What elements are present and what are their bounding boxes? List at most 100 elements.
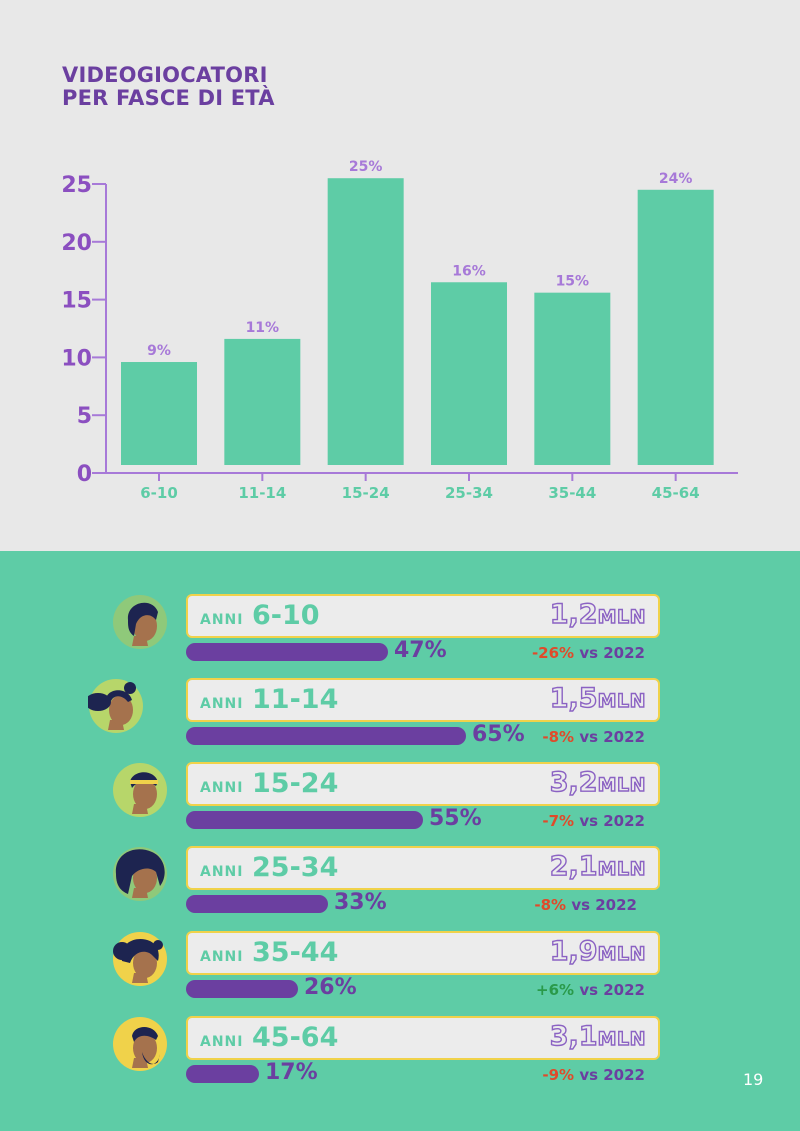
change-reference: vs 2022 <box>579 812 645 830</box>
age-range: 25-34 <box>252 852 339 883</box>
bar-data-label: 11% <box>246 320 280 336</box>
bar-data-label: 15% <box>556 274 590 290</box>
age-card: ANNI 6-10 1,2MLN <box>186 594 660 638</box>
change-value: -9% <box>542 1066 575 1084</box>
age-card: ANNI 45-64 3,1MLN <box>186 1016 660 1060</box>
age-row: ANNI 35-44 1,9MLN 26% +6% vs 2022 <box>0 931 800 1015</box>
y-tick-label: 20 <box>61 231 92 256</box>
percentage-label: 65% <box>472 722 525 747</box>
bar <box>327 178 404 465</box>
person-curly-hair-icon <box>112 846 168 902</box>
age-range: 11-14 <box>252 684 339 715</box>
players-count-unit: MLN <box>597 605 646 628</box>
person-short-hair-icon <box>112 594 168 650</box>
page-title: VIDEOGIOCATORI PER FASCE DI ETÀ <box>62 64 275 110</box>
percentage-bar <box>186 811 423 829</box>
players-count: 3,1MLN <box>549 1020 646 1052</box>
players-count-number: 1,5 <box>549 682 598 714</box>
x-tick-label: 25-34 <box>445 484 493 502</box>
age-card: ANNI 11-14 1,5MLN <box>186 678 660 722</box>
players-count: 1,9MLN <box>549 935 646 967</box>
percentage-bar <box>186 727 466 745</box>
x-tick-label: 45-64 <box>652 484 700 502</box>
percentage-label: 26% <box>304 975 357 1000</box>
bar <box>431 282 507 465</box>
players-count: 2,1MLN <box>549 850 646 882</box>
change-reference: vs 2022 <box>579 981 645 999</box>
age-range: 35-44 <box>252 937 339 968</box>
change-value: +6% <box>536 981 575 999</box>
players-count-number: 2,1 <box>549 850 598 882</box>
person-bun-icon <box>112 931 168 987</box>
y-tick-label: 10 <box>61 346 92 371</box>
change-reference: vs 2022 <box>579 644 645 662</box>
age-row: ANNI 11-14 1,5MLN 65% -8% vs 2022 <box>0 678 800 762</box>
players-count-number: 3,2 <box>549 766 598 798</box>
bar-data-label: 25% <box>349 159 383 175</box>
players-count-unit: MLN <box>597 773 646 796</box>
change-value: -8% <box>534 896 567 914</box>
age-card: ANNI 25-34 2,1MLN <box>186 846 660 890</box>
x-tick-label: 35-44 <box>548 484 596 502</box>
players-count: 3,2MLN <box>549 766 646 798</box>
change-value: -8% <box>542 728 575 746</box>
anni-label: ANNI <box>200 780 244 796</box>
players-count-unit: MLN <box>597 689 646 712</box>
players-count-number: 3,1 <box>549 1020 598 1052</box>
players-count-unit: MLN <box>597 857 646 880</box>
change-vs-2022: -8% vs 2022 <box>542 728 645 746</box>
percentage-label: 17% <box>265 1060 318 1085</box>
percentage-label: 55% <box>429 806 482 831</box>
change-vs-2022: -9% vs 2022 <box>542 1066 645 1084</box>
y-tick-label: 25 <box>61 173 92 198</box>
age-row: ANNI 45-64 3,1MLN 17% -9% vs 2022 <box>0 1016 800 1100</box>
age-card: ANNI 15-24 3,2MLN <box>186 762 660 806</box>
title-line-1: VIDEOGIOCATORI <box>62 63 268 87</box>
change-reference: vs 2022 <box>571 896 637 914</box>
title-line-2: PER FASCE DI ETÀ <box>62 86 275 110</box>
y-tick-label: 15 <box>61 289 92 314</box>
person-headband-icon <box>112 762 168 818</box>
change-vs-2022: -8% vs 2022 <box>534 896 637 914</box>
percentage-label: 33% <box>334 890 387 915</box>
age-card: ANNI 35-44 1,9MLN <box>186 931 660 975</box>
age-row: ANNI 6-10 1,2MLN 47% -26% vs 2022 <box>0 594 800 678</box>
percentage-bar <box>186 980 298 998</box>
age-row: ANNI 25-34 2,1MLN 33% -8% vs 2022 <box>0 846 800 930</box>
players-count-unit: MLN <box>597 942 646 965</box>
x-tick-label: 6-10 <box>140 484 178 502</box>
age-row: ANNI 15-24 3,2MLN 55% -7% vs 2022 <box>0 762 800 846</box>
percentage-label: 47% <box>394 638 447 663</box>
person-beard-icon <box>112 1016 168 1072</box>
change-value: -26% <box>531 644 575 662</box>
change-value: -7% <box>542 812 575 830</box>
bar-data-label: 16% <box>452 263 486 279</box>
person-ponytail-icon <box>85 678 144 734</box>
age-range: 45-64 <box>252 1022 339 1053</box>
y-tick-label: 0 <box>77 462 92 487</box>
change-vs-2022: -7% vs 2022 <box>542 812 645 830</box>
x-tick-label: 11-14 <box>238 484 286 502</box>
bar <box>121 362 197 465</box>
anni-label: ANNI <box>200 1034 244 1050</box>
percentage-bar <box>186 895 328 913</box>
bar-data-label: 24% <box>659 171 693 187</box>
players-count-number: 1,9 <box>549 935 598 967</box>
bar <box>637 189 714 465</box>
percentage-bar <box>186 1065 259 1083</box>
change-vs-2022: +6% vs 2022 <box>536 981 645 999</box>
bar <box>224 338 301 465</box>
age-range: 6-10 <box>252 600 320 631</box>
age-range: 15-24 <box>252 768 339 799</box>
bar-chart: 0 5 10 15 20 25 9% 6-10 11% 11-14 25% 15-24 16% 25-34… <box>61 159 738 502</box>
change-reference: vs 2022 <box>579 1066 645 1084</box>
anni-label: ANNI <box>200 949 244 965</box>
change-vs-2022: -26% vs 2022 <box>532 644 645 662</box>
players-count-number: 1,2 <box>549 598 598 630</box>
percentage-bar <box>186 643 388 661</box>
anni-label: ANNI <box>200 864 244 880</box>
anni-label: ANNI <box>200 612 244 628</box>
anni-label: ANNI <box>200 696 244 712</box>
players-count: 1,5MLN <box>549 682 646 714</box>
bar <box>534 292 611 465</box>
